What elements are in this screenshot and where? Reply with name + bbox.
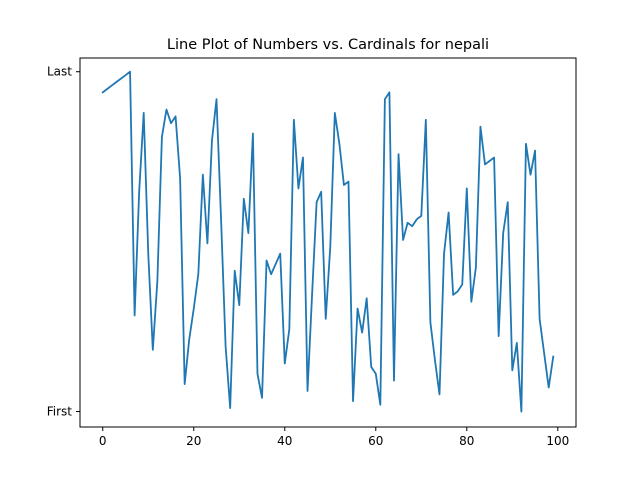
x-tick-label: 20	[186, 434, 201, 448]
x-tick-label: 80	[459, 434, 474, 448]
y-tick-label: First	[47, 405, 73, 419]
x-tick-label: 60	[368, 434, 383, 448]
x-tick-label: 40	[277, 434, 292, 448]
x-tick-label: 0	[99, 434, 107, 448]
x-axis: 0 20 40 60 80 100	[99, 427, 569, 448]
series-line-0	[101, 70, 555, 413]
y-axis: First Last	[47, 65, 80, 419]
x-tick-label: 100	[546, 434, 569, 448]
y-tick-label: Last	[47, 65, 72, 79]
axes-frame	[79, 57, 577, 428]
chart-title: Line Plot of Numbers vs. Cardinals for n…	[167, 37, 489, 53]
